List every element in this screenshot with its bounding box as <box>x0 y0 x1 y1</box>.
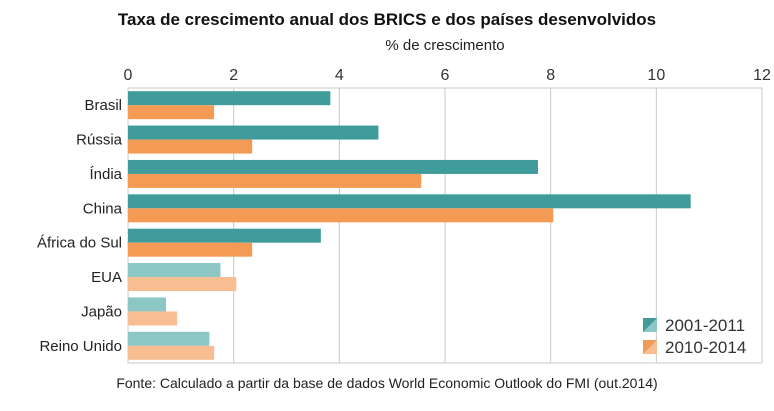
category-label: China <box>83 200 123 217</box>
bar-2001-2011 <box>128 125 379 140</box>
bar-2001-2011 <box>128 194 691 209</box>
legend-swatch-light <box>643 318 657 332</box>
bar-2010-2014 <box>128 173 422 188</box>
x-tick-label: 8 <box>546 67 555 84</box>
bar-2010-2014 <box>128 311 178 326</box>
legend-swatch-light <box>643 340 657 354</box>
bar-2001-2011 <box>128 331 210 346</box>
x-tick-label: 10 <box>647 67 665 84</box>
category-label: Rússia <box>76 132 123 149</box>
x-tick-label: 12 <box>753 67 771 84</box>
bar-2010-2014 <box>128 105 215 120</box>
bar-2010-2014 <box>128 277 237 292</box>
x-axis-label: % de crescimento <box>385 37 505 54</box>
category-label: Brasil <box>84 97 122 114</box>
bar-2001-2011 <box>128 228 321 243</box>
category-label: África do Sul <box>37 235 122 252</box>
bar-2001-2011 <box>128 91 331 106</box>
legend-label: 2010-2014 <box>665 338 746 357</box>
x-tick-label: 0 <box>124 67 133 84</box>
bar-2001-2011 <box>128 263 221 278</box>
bar-2010-2014 <box>128 139 253 154</box>
bar-2010-2014 <box>128 208 554 223</box>
bar-2010-2014 <box>128 242 253 257</box>
bar-2010-2014 <box>128 345 215 360</box>
x-tick-label: 2 <box>229 67 238 84</box>
source-note: Fonte: Calculado a partir da base de dad… <box>116 375 658 391</box>
x-tick-label: 4 <box>335 67 344 84</box>
chart-title: Taxa de crescimento anual dos BRICS e do… <box>117 10 657 29</box>
bar-2001-2011 <box>128 297 167 312</box>
category-label: Reino Unido <box>39 338 122 355</box>
category-label: Japão <box>81 303 122 320</box>
category-label: Índia <box>89 166 122 183</box>
legend-label: 2001-2011 <box>665 316 745 335</box>
x-tick-label: 6 <box>441 67 450 84</box>
bar-2001-2011 <box>128 159 538 174</box>
plot-border <box>127 87 763 364</box>
category-label: EUA <box>91 269 122 286</box>
